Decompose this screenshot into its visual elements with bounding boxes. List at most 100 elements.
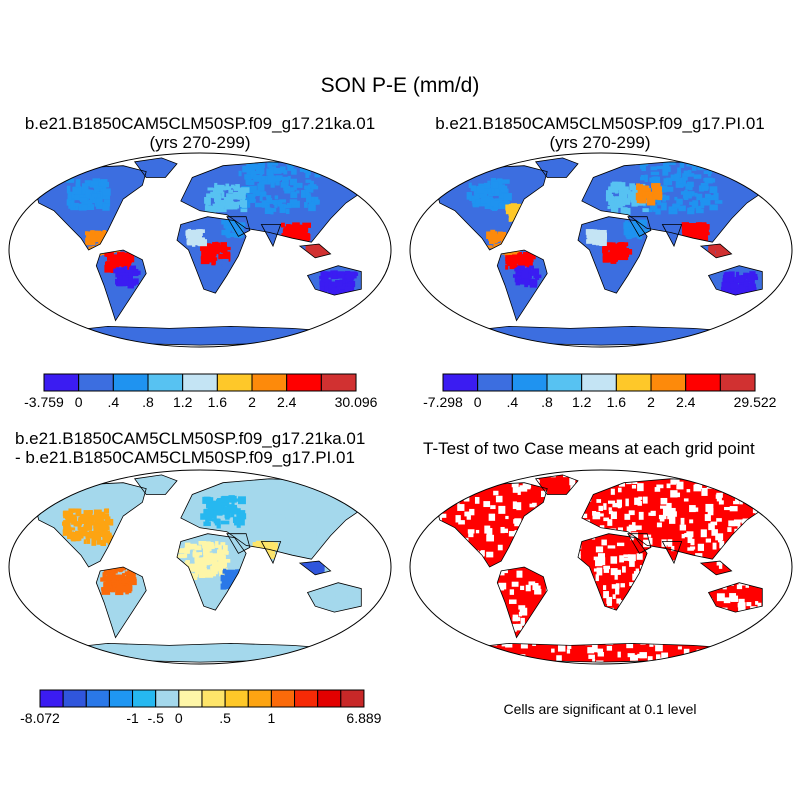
bottom-left-colorbar-swatch: [224, 689, 249, 708]
top-left-colorbar-tick-label: -3.759: [24, 394, 64, 410]
bottom-left-colorbar-tick-label: .5: [219, 710, 231, 726]
top-right-colorbar-tick-label: .8: [541, 394, 553, 410]
top-right-map-india-outline: [661, 224, 683, 248]
bottom-left-map-africa-outline: [176, 533, 247, 611]
top-right-map: [409, 152, 793, 348]
bottom-left-colorbar-swatch: [201, 689, 226, 708]
top-right-colorbar-swatch: [685, 373, 721, 392]
bottom-left-colorbar-tick-label: 6.889: [346, 710, 382, 726]
top-left-colorbar-tick-label: .8: [142, 394, 154, 410]
top-right-colorbar-tick-label: 2: [647, 394, 655, 410]
top-right-colorbar-swatch: [546, 373, 583, 392]
bottom-left-colorbar-swatch: [132, 689, 157, 708]
top-left-map-eurasia-outline: [180, 161, 370, 243]
bottom-left-colorbar-tick-label: 0: [174, 710, 183, 726]
bottom-right-map-northAmerica-outline: [435, 482, 548, 568]
bottom-left-colorbar-swatch: [317, 689, 342, 708]
top-left-colorbar-swatch: [182, 373, 218, 392]
top-right-map-southAmerica-outline: [496, 249, 548, 322]
bottom-left-colorbar-swatch: [108, 689, 134, 708]
bottom-left-colorbar-swatch: [85, 689, 110, 708]
top-right-colorbar-tick-label: 2.4: [675, 394, 696, 410]
top-right-colorbar-tick-label: -7.298: [423, 394, 463, 410]
bottom-left-colorbar-tick-label: -1: [126, 710, 139, 726]
top-right-colorbar-tick-label: 0: [473, 394, 482, 410]
top-right-colorbar-swatch: [581, 373, 617, 392]
top-left-colorbar-tick-label: 30.096: [334, 394, 378, 410]
bottom-right-map-seAsia-outline: [699, 560, 733, 576]
bottom-right-map-southAmerica-outline: [496, 566, 548, 639]
top-right-map-greenland-outline: [534, 157, 579, 178]
top-right-colorbar-swatch: [442, 373, 479, 392]
bottom-right-map: [409, 469, 793, 665]
top-left-colorbar-tick-label: 0: [74, 394, 83, 410]
top-left-colorbar-swatch: [112, 373, 149, 392]
top-right-colorbar-swatch: [477, 373, 513, 392]
top-left-colorbar: [43, 373, 357, 392]
bottom-left-colorbar-swatch: [294, 689, 319, 708]
top-right-colorbar-tick-label: .4: [506, 394, 519, 410]
top-left-colorbar-swatch: [43, 373, 80, 392]
top-right-colorbar-swatch: [615, 373, 652, 392]
top-right-map-arabia-outline: [627, 216, 652, 237]
top-left-colorbar-tick-label: 1.6: [207, 394, 228, 410]
bottom-left-colorbar-tick-label: -.5: [147, 710, 164, 726]
top-right-colorbar-tick-label: 1.2: [571, 394, 592, 410]
bottom-right-map-africa-outline: [577, 533, 648, 611]
top-left-colorbar-tick-label: 2.4: [276, 394, 297, 410]
top-left-panel-title: b.e21.B1850CAM5CLM50SP.f09_g17.21ka.01 (…: [0, 114, 400, 152]
top-left-colorbar-tick-label: 2: [248, 394, 256, 410]
bottom-left-colorbar-swatch: [340, 689, 365, 708]
bottom-left-colorbar-tick-label: -8.072: [20, 710, 60, 726]
top-left-colorbar-swatch: [216, 373, 253, 392]
bottom-left-map-northAmerica-outline: [34, 482, 147, 568]
top-left-map-northAmerica-outline: [34, 165, 147, 251]
top-right-colorbar-swatch: [719, 373, 756, 392]
bottom-left-colorbar-tick-label: 1: [267, 710, 276, 726]
top-right-colorbar-tick-label: 29.522: [733, 394, 777, 410]
top-left-colorbar-swatch: [78, 373, 114, 392]
top-left-colorbar-tick-label: .4: [107, 394, 120, 410]
significance-note: Cells are significant at 0.1 level: [503, 701, 697, 717]
top-left-map-seAsia-outline: [298, 243, 332, 259]
top-left-case-name: b.e21.B1850CAM5CLM50SP.f09_g17.21ka.01: [24, 114, 376, 133]
bottom-right-panel-title: T-Test of two Case means at each grid po…: [423, 439, 755, 458]
top-left-years: (yrs 270-299): [149, 133, 251, 152]
top-right-map-africa-outline: [577, 216, 648, 294]
bottom-right-map-eurasia-outline: [581, 478, 771, 560]
top-right-map-eurasia-outline: [581, 161, 771, 243]
bottom-left-colorbar-swatch: [62, 689, 87, 708]
top-right-colorbar: [442, 373, 756, 392]
bottom-right-map-globe-outline: [409, 469, 793, 665]
top-left-map-arabia-outline: [226, 216, 251, 237]
bottom-left-colorbar-swatch: [155, 689, 180, 708]
top-right-map-australia-outline: [707, 265, 763, 296]
bottom-right-map-arabia-outline: [627, 533, 652, 554]
top-left-colorbar-swatch: [320, 373, 357, 392]
bottom-left-map-arabia-outline: [226, 533, 251, 554]
bottom-left-map-seAsia-outline: [298, 560, 332, 576]
top-left-map: [8, 152, 392, 348]
bottom-left-map: [8, 469, 392, 665]
bottom-left-colorbar: [39, 689, 365, 708]
top-right-case-name: b.e21.B1850CAM5CLM50SP.f09_g17.PI.01: [435, 114, 765, 133]
top-right-map-seAsia-outline: [699, 243, 733, 259]
top-left-colorbar-swatch: [147, 373, 184, 392]
bottom-right-map-greenland-outline: [534, 474, 579, 495]
top-right-colorbar-swatch: [511, 373, 548, 392]
bottom-left-map-greenland-outline: [133, 474, 178, 495]
bottom-left-map-australia-outline: [306, 582, 362, 613]
top-left-map-southAmerica-outline: [95, 249, 147, 322]
bottom-left-map-globe-outline: [8, 469, 392, 665]
bottom-left-colorbar-swatch: [39, 689, 64, 708]
top-left-colorbar-swatch: [286, 373, 322, 392]
top-right-years: (yrs 270-299): [549, 133, 651, 152]
top-left-map-australia-outline: [306, 265, 362, 296]
bottom-right-map-australia-outline: [707, 582, 763, 613]
top-left-map-globe-outline: [8, 152, 392, 348]
bottom-left-case-b: - b.e21.B1850CAM5CLM50SP.f09_g17.PI.01: [15, 448, 355, 467]
bottom-left-map-india-outline: [260, 541, 282, 565]
top-left-map-greenland-outline: [133, 157, 178, 178]
top-right-colorbar-swatch: [650, 373, 687, 392]
bottom-left-colorbar-swatch: [178, 689, 203, 708]
